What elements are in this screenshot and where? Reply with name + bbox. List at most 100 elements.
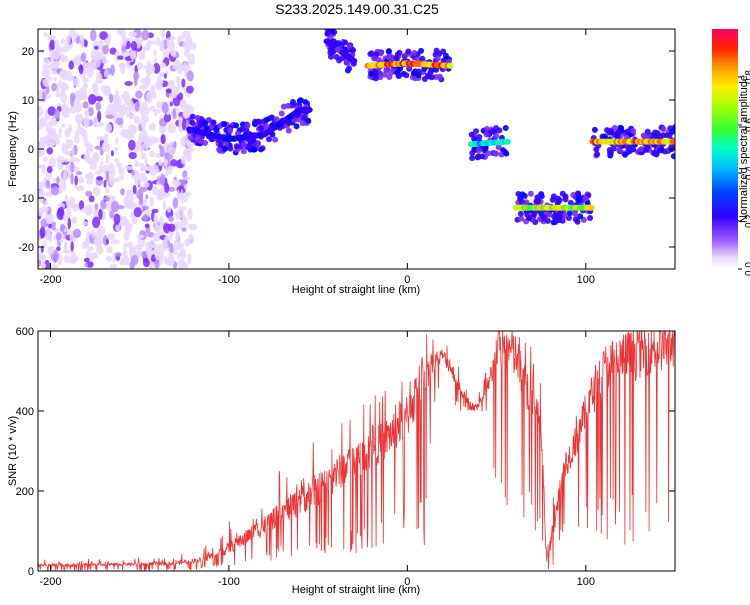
snr-series [38, 331, 675, 571]
heatmap-cell [185, 85, 194, 94]
spectrogram-ytick-label: 10 [22, 95, 34, 107]
heatmap-cell [194, 136, 201, 143]
heatmap-cell [90, 49, 99, 60]
heatmap-cell [87, 107, 94, 117]
heatmap-cell [149, 196, 154, 207]
heatmap-cell [153, 49, 157, 56]
heatmap-cell [80, 52, 86, 62]
heatmap-cell [78, 200, 85, 211]
colorbar-tick-label: 0.8 [744, 70, 750, 84]
heatmap-cell [42, 63, 50, 70]
heatmap-cell [591, 126, 598, 133]
heatmap-cell [60, 53, 65, 64]
heatmap-cell [143, 65, 150, 70]
heatmap-cell [94, 45, 99, 50]
heatmap-cell [64, 142, 69, 154]
heatmap-cell [67, 139, 74, 147]
spectrogram-xtick-label: -100 [218, 274, 240, 286]
snr-ytick-label: 600 [16, 326, 34, 338]
snr-point [630, 354, 631, 355]
heatmap-cell [47, 35, 52, 41]
spectrogram-ytick-label: -20 [18, 242, 34, 254]
heatmap-cell [48, 141, 56, 147]
heatmap-cell [169, 35, 176, 41]
heatmap-cell [105, 187, 110, 194]
heatmap-cell [395, 72, 402, 79]
heatmap-cell [73, 144, 78, 156]
heatmap-cell [127, 124, 136, 136]
heatmap-cell [109, 264, 118, 269]
heatmap-cell [534, 198, 541, 205]
heatmap-cell [43, 200, 48, 206]
heatmap-cell [170, 159, 178, 167]
heatmap-cell [616, 146, 623, 153]
heatmap-cell [607, 150, 614, 157]
snr-point [553, 522, 554, 523]
colorbar-tick-label: 0.2 [744, 214, 750, 228]
heatmap-marks [38, 29, 675, 269]
snr-point [478, 406, 479, 407]
heatmap-cell [660, 126, 667, 133]
heatmap-cell [173, 221, 183, 230]
heatmap-cell [41, 163, 46, 175]
snr-point [576, 438, 577, 439]
heatmap-cell [140, 129, 148, 142]
heatmap-cell [56, 176, 60, 185]
heatmap-cell [168, 215, 174, 223]
heatmap-cell [469, 155, 476, 162]
heatmap-cell [259, 145, 266, 152]
heatmap-cell [49, 39, 56, 51]
heatmap-cell [181, 155, 187, 165]
heatmap-cell [42, 91, 46, 102]
spectrogram-ytick-label: -10 [18, 193, 34, 205]
heatmap-cell [203, 125, 210, 132]
heatmap-cell [108, 175, 115, 186]
heatmap-cell [105, 255, 113, 262]
colorbar-tick-label: 0.6 [744, 118, 750, 132]
heatmap-cell [165, 166, 173, 172]
heatmap-cell [89, 29, 97, 42]
heatmap-cell [94, 96, 103, 102]
snr-point [665, 342, 666, 343]
heatmap-cell [272, 136, 279, 143]
heatmap-cell [111, 239, 121, 245]
heatmap-cell [496, 127, 503, 134]
heatmap-cell [45, 212, 54, 225]
heatmap-cell [495, 144, 502, 151]
heatmap-cell [177, 206, 187, 211]
heatmap-cell [669, 128, 675, 135]
snr-point [432, 362, 433, 363]
snr-point [326, 482, 327, 483]
heatmap-cell [70, 161, 75, 173]
heatmap-cell [176, 251, 181, 260]
heatmap-cell [210, 119, 217, 126]
heatmap-cell [63, 170, 68, 182]
heatmap-cell [119, 168, 124, 181]
heatmap-cell [111, 200, 120, 213]
heatmap-cell [661, 148, 668, 155]
heatmap-cell [580, 216, 587, 223]
heatmap-cell [59, 223, 66, 231]
heatmap-cell [87, 61, 92, 67]
heatmap-cell [88, 94, 97, 105]
heatmap-cell [60, 38, 66, 44]
heatmap-cell [367, 51, 374, 58]
heatmap-cell [134, 115, 141, 125]
heatmap-cell [377, 50, 384, 57]
heatmap-cell [189, 113, 196, 120]
heatmap-cell [127, 139, 136, 151]
heatmap-cell [143, 138, 150, 151]
heatmap-cell [90, 252, 98, 259]
heatmap-cell [153, 224, 162, 232]
heatmap-cell [350, 47, 357, 54]
snr-xtick-label: -100 [218, 576, 240, 588]
snr-point [309, 494, 310, 495]
heatmap-cell [144, 156, 148, 165]
heatmap-cell [103, 179, 107, 188]
heatmap-cell [668, 143, 675, 150]
heatmap-cell [98, 226, 106, 236]
heatmap-cell [108, 162, 115, 175]
heatmap-cell [128, 31, 138, 38]
heatmap-cell [163, 112, 172, 123]
